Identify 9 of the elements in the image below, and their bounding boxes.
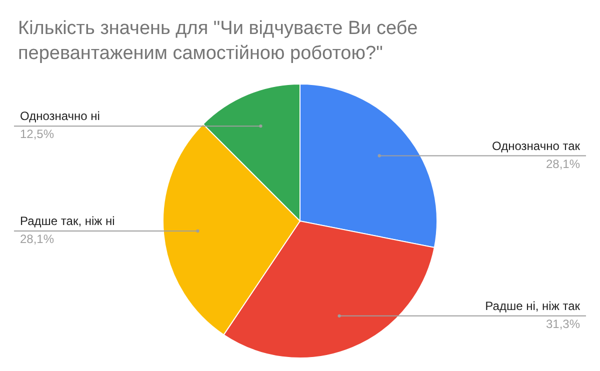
- chart-title: Кількість значень для "Чи відчуваєте Ви себе перевантаженим самостійною роботою?": [18, 18, 418, 64]
- data-label: 31,3%: [546, 316, 580, 331]
- data-label: 12,5%: [20, 127, 54, 142]
- slice-label: Радше так, ніж ні: [20, 214, 115, 228]
- data-label: 28,1%: [20, 232, 54, 246]
- slice-label: Однозначно ні: [20, 109, 100, 124]
- slice-label: Радше ні, ніж так: [485, 298, 581, 313]
- slice-label: Однозначно так: [492, 138, 581, 153]
- data-label: 28,1%: [546, 156, 580, 171]
